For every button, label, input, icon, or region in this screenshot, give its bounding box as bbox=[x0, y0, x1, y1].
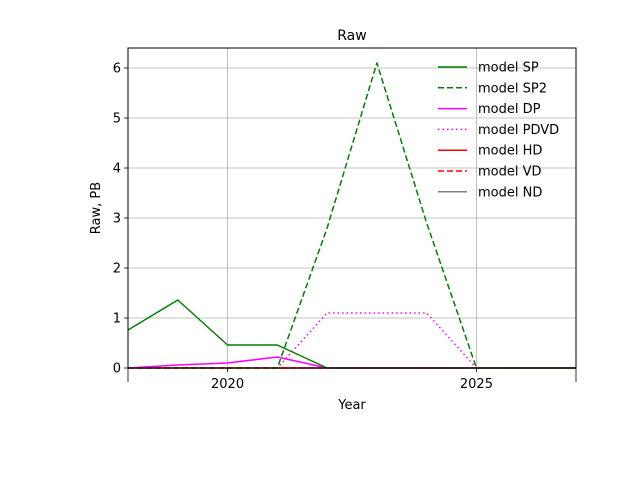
y-tick-label: 5 bbox=[113, 112, 121, 127]
x-tick-label: 2025 bbox=[460, 377, 493, 392]
y-tick-label: 1 bbox=[113, 312, 121, 327]
plot-frame bbox=[127, 47, 577, 369]
x-tick-label: 2020 bbox=[211, 377, 244, 392]
legend-label: model VD bbox=[478, 165, 542, 180]
legend-label: model PDVD bbox=[478, 123, 559, 138]
y-tick-label: 2 bbox=[113, 262, 121, 277]
chart-title: Raw bbox=[337, 28, 366, 44]
legend: model SP model SP2 model DP model PDVD model… bbox=[438, 61, 559, 200]
axes: 0 1 2 3 4 5 6 2020 2025 bbox=[113, 62, 577, 392]
legend-label: model SP bbox=[478, 61, 539, 76]
grid bbox=[128, 48, 576, 369]
legend-label: model HD bbox=[478, 144, 542, 159]
x-axis-label: Year bbox=[337, 398, 366, 413]
y-tick-label: 6 bbox=[113, 62, 121, 77]
y-axis-label: Raw, PB bbox=[89, 182, 104, 234]
legend-label: model DP bbox=[478, 102, 541, 117]
series-line-model-pdvd bbox=[128, 312, 576, 369]
y-tick-label: 4 bbox=[113, 162, 121, 177]
y-tick-label: 0 bbox=[113, 362, 121, 377]
legend-label: model ND bbox=[478, 185, 542, 200]
y-tick-label: 3 bbox=[113, 212, 121, 227]
legend-label: model SP2 bbox=[478, 81, 547, 96]
